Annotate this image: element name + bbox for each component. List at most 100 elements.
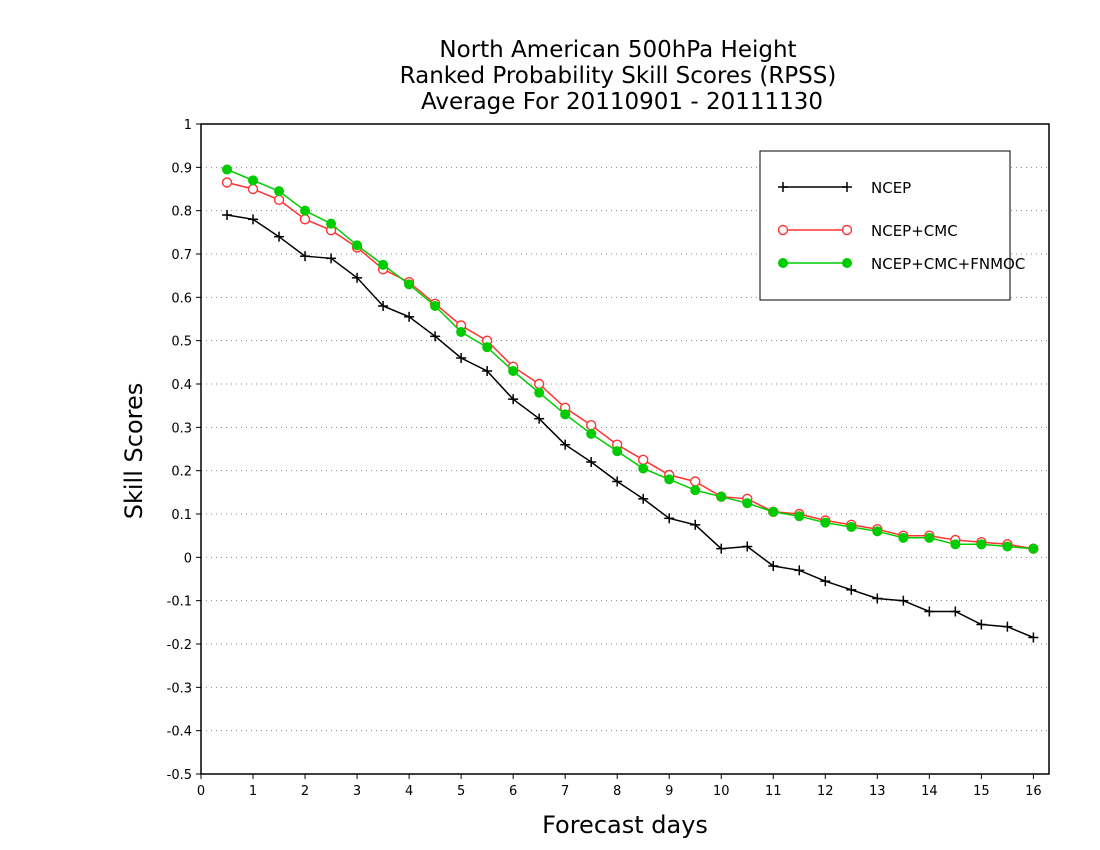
data-point-plus bbox=[950, 606, 961, 617]
data-point-plus bbox=[274, 231, 285, 242]
chart-title-line-1: North American 500hPa Height bbox=[439, 37, 796, 63]
data-point-plus bbox=[794, 565, 805, 576]
chart-title: North American 500hPa Height Ranked Prob… bbox=[400, 37, 837, 115]
data-point-open-circle bbox=[299, 214, 311, 225]
data-point-filled-circle bbox=[612, 446, 623, 457]
data-point-plus bbox=[326, 253, 337, 264]
data-point-plus bbox=[924, 606, 935, 617]
x-tick-label: 14 bbox=[921, 784, 938, 799]
data-point-filled-circle bbox=[976, 539, 987, 550]
y-tick-label: 1 bbox=[184, 118, 192, 133]
legend-label: NCEP+CMC+FNMOC bbox=[871, 255, 1025, 273]
data-point-filled-circle bbox=[898, 532, 909, 543]
data-point-open-circle bbox=[221, 177, 233, 188]
y-tick-label: -0.3 bbox=[167, 681, 192, 696]
data-point-filled-circle bbox=[716, 491, 727, 502]
data-point-filled-circle bbox=[820, 517, 831, 528]
chart-title-line-2: Ranked Probability Skill Scores (RPSS) bbox=[400, 63, 837, 89]
series-ncep bbox=[222, 210, 1039, 643]
y-tick-label: 0.4 bbox=[171, 378, 192, 393]
data-point-plus bbox=[846, 584, 857, 595]
data-point-plus bbox=[612, 476, 623, 487]
data-point-plus bbox=[638, 493, 649, 504]
data-point-plus bbox=[222, 210, 233, 220]
data-point-filled-circle bbox=[872, 526, 883, 537]
x-tick-label: 9 bbox=[665, 784, 673, 799]
data-point-open-circle bbox=[585, 419, 597, 431]
data-point-filled-circle bbox=[404, 279, 415, 290]
data-point-filled-circle bbox=[924, 532, 935, 543]
y-tick-label: 0.9 bbox=[171, 161, 192, 176]
data-point-open-circle bbox=[690, 476, 701, 487]
legend-item: NCEP+CMC bbox=[777, 222, 958, 240]
x-tick-label: 3 bbox=[353, 784, 361, 799]
data-point-filled-circle bbox=[222, 164, 233, 175]
x-axis-label: Forecast days bbox=[542, 811, 708, 839]
data-point-filled-circle bbox=[456, 327, 467, 337]
data-point-plus bbox=[842, 182, 852, 192]
data-point-filled-circle bbox=[508, 366, 519, 376]
data-point-filled-circle bbox=[1028, 543, 1039, 554]
x-tick-label: 6 bbox=[509, 784, 517, 799]
data-point-plus bbox=[664, 513, 675, 524]
data-point-filled-circle bbox=[300, 205, 311, 216]
y-tick-label: 0.1 bbox=[171, 508, 192, 523]
data-point-filled-circle bbox=[1002, 541, 1013, 552]
data-point-filled-circle bbox=[742, 498, 753, 509]
data-point-plus bbox=[716, 543, 727, 554]
legend-label: NCEP bbox=[871, 179, 911, 197]
x-tick-label: 11 bbox=[765, 784, 782, 799]
data-point-filled-circle bbox=[534, 387, 545, 398]
data-point-plus bbox=[300, 251, 311, 262]
x-tick-label: 12 bbox=[817, 784, 834, 799]
y-tick-label: 0.7 bbox=[171, 248, 192, 263]
x-tick-label: 10 bbox=[713, 784, 730, 799]
data-point-open-circle bbox=[638, 454, 649, 466]
y-tick-label: 0 bbox=[184, 551, 192, 566]
legend-box bbox=[759, 150, 1011, 301]
data-point-plus bbox=[378, 301, 389, 311]
y-axis-ticks: 1 0.9 0.8 0.7 0.6 0.5 0.4 0.3 0.2 0.1 0 -0.1 -0.2 -0.… bbox=[167, 118, 201, 783]
data-point-plus bbox=[778, 182, 788, 192]
data-point-plus bbox=[560, 439, 571, 450]
y-tick-label: 0.8 bbox=[171, 205, 192, 220]
data-point-plus bbox=[508, 394, 519, 405]
legend-label: NCEP+CMC bbox=[871, 222, 958, 240]
data-point-filled-circle bbox=[846, 522, 857, 532]
data-point-plus bbox=[586, 457, 597, 467]
y-tick-label: 0.2 bbox=[171, 465, 192, 480]
data-point-filled-circle bbox=[430, 301, 441, 311]
x-tick-label: 0 bbox=[197, 784, 205, 799]
x-tick-label: 4 bbox=[405, 784, 413, 799]
data-point-open-circle bbox=[841, 224, 853, 236]
chart-title-line-3: Average For 20110901 - 20111130 bbox=[421, 89, 823, 115]
y-tick-label: 0.6 bbox=[171, 291, 192, 306]
data-point-plus bbox=[1002, 621, 1013, 632]
axes bbox=[200, 123, 1050, 775]
series-ncep-cmc-fnmoc bbox=[222, 164, 1039, 554]
data-point-plus bbox=[742, 541, 753, 552]
data-point-plus bbox=[430, 331, 441, 342]
data-point-open-circle bbox=[273, 194, 285, 206]
y-tick-label: -0.4 bbox=[167, 725, 192, 740]
x-tick-label: 13 bbox=[869, 784, 886, 799]
data-point-plus bbox=[1028, 632, 1039, 643]
data-point-open-circle bbox=[777, 224, 789, 236]
legend: NCEP NCEP+CMC NCEP+CMC+FNMOC bbox=[759, 150, 1025, 301]
data-point-filled-circle bbox=[778, 258, 788, 268]
data-point-filled-circle bbox=[560, 409, 571, 420]
series-lines bbox=[221, 164, 1039, 643]
data-point-filled-circle bbox=[352, 240, 363, 251]
y-axis-label: Skill Scores bbox=[120, 383, 148, 520]
x-axis-ticks: 0 1 2 3 4 5 6 7 8 9 10 11 12 13 14 15 16 bbox=[197, 774, 1042, 799]
x-tick-label: 8 bbox=[613, 784, 621, 799]
data-point-filled-circle bbox=[842, 258, 852, 268]
data-point-plus bbox=[820, 576, 831, 587]
x-tick-label: 15 bbox=[973, 784, 990, 799]
data-point-plus bbox=[768, 561, 779, 571]
data-point-filled-circle bbox=[664, 474, 675, 485]
data-point-open-circle bbox=[247, 183, 259, 195]
data-point-plus bbox=[690, 519, 701, 530]
data-point-filled-circle bbox=[326, 218, 337, 229]
